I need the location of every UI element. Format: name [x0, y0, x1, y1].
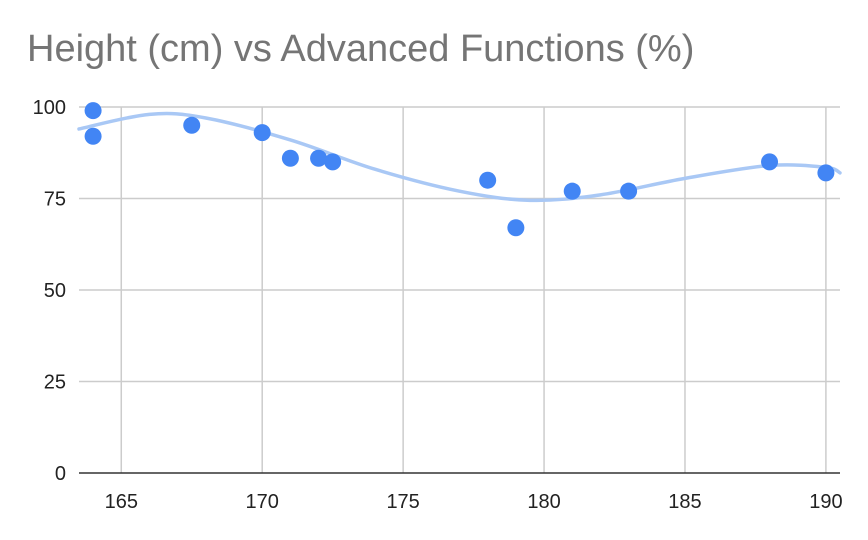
x-tick-label-165: 165: [105, 491, 138, 513]
x-tick-label-190: 190: [809, 491, 842, 513]
data-point-5: [310, 149, 328, 167]
data-point-12: [817, 164, 835, 182]
data-point-7: [479, 171, 497, 189]
data-point-9: [563, 182, 581, 200]
y-tick-label-75: 75: [44, 189, 66, 211]
data-point-8: [507, 219, 525, 237]
data-points: [84, 102, 835, 237]
chart-title: Height (cm) vs Advanced Functions (%): [27, 28, 695, 70]
data-point-2: [183, 116, 201, 134]
data-point-1: [84, 127, 102, 145]
x-tick-label-180: 180: [527, 491, 560, 513]
data-point-3: [253, 124, 271, 142]
y-tick-label-50: 50: [44, 280, 66, 302]
data-point-11: [761, 153, 779, 171]
y-tick-label-25: 25: [44, 372, 66, 394]
x-tick-label-185: 185: [668, 491, 701, 513]
data-point-0: [84, 102, 102, 120]
data-point-4: [281, 149, 299, 167]
y-tick-label-100: 100: [33, 97, 66, 119]
y-tick-labels: 0 25 50 75 100: [33, 97, 66, 485]
gridlines: [79, 106, 840, 473]
x-tick-label-170: 170: [246, 491, 279, 513]
x-tick-label-175: 175: [386, 491, 419, 513]
data-point-6: [324, 153, 342, 171]
y-tick-label-0: 0: [55, 463, 66, 485]
data-point-10: [620, 182, 638, 200]
x-tick-labels: 165 170 175 180 185 190: [105, 491, 843, 513]
